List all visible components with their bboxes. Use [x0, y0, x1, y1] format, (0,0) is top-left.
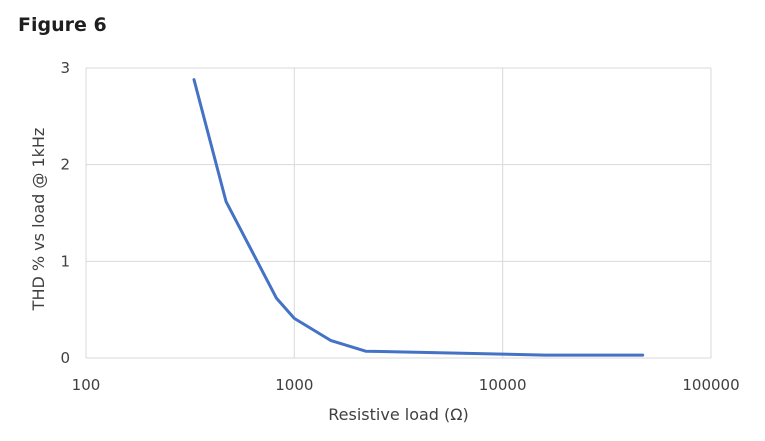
series-line-0 [192, 78, 645, 357]
gridlines [85, 67, 712, 359]
y-tick-label: 1 [60, 252, 70, 270]
x-tick-label: 100000 [682, 376, 739, 394]
figure-title: Figure 6 [18, 14, 107, 36]
x-tick-label: 1000 [275, 376, 313, 394]
y-tick-label: 3 [60, 59, 70, 77]
x-tick-label: 10000 [479, 376, 527, 394]
series-layer [192, 78, 645, 357]
tick-labels: 0 1 2 3 100 1000 10000 100000 [60, 59, 739, 394]
x-tick-label: 100 [72, 376, 101, 394]
y-axis-title: THD % vs load @ 1kHz [29, 128, 48, 312]
y-tick-label: 2 [60, 156, 70, 174]
y-tick-label: 0 [60, 349, 70, 367]
x-axis-title: Resistive load (Ω) [328, 405, 468, 424]
